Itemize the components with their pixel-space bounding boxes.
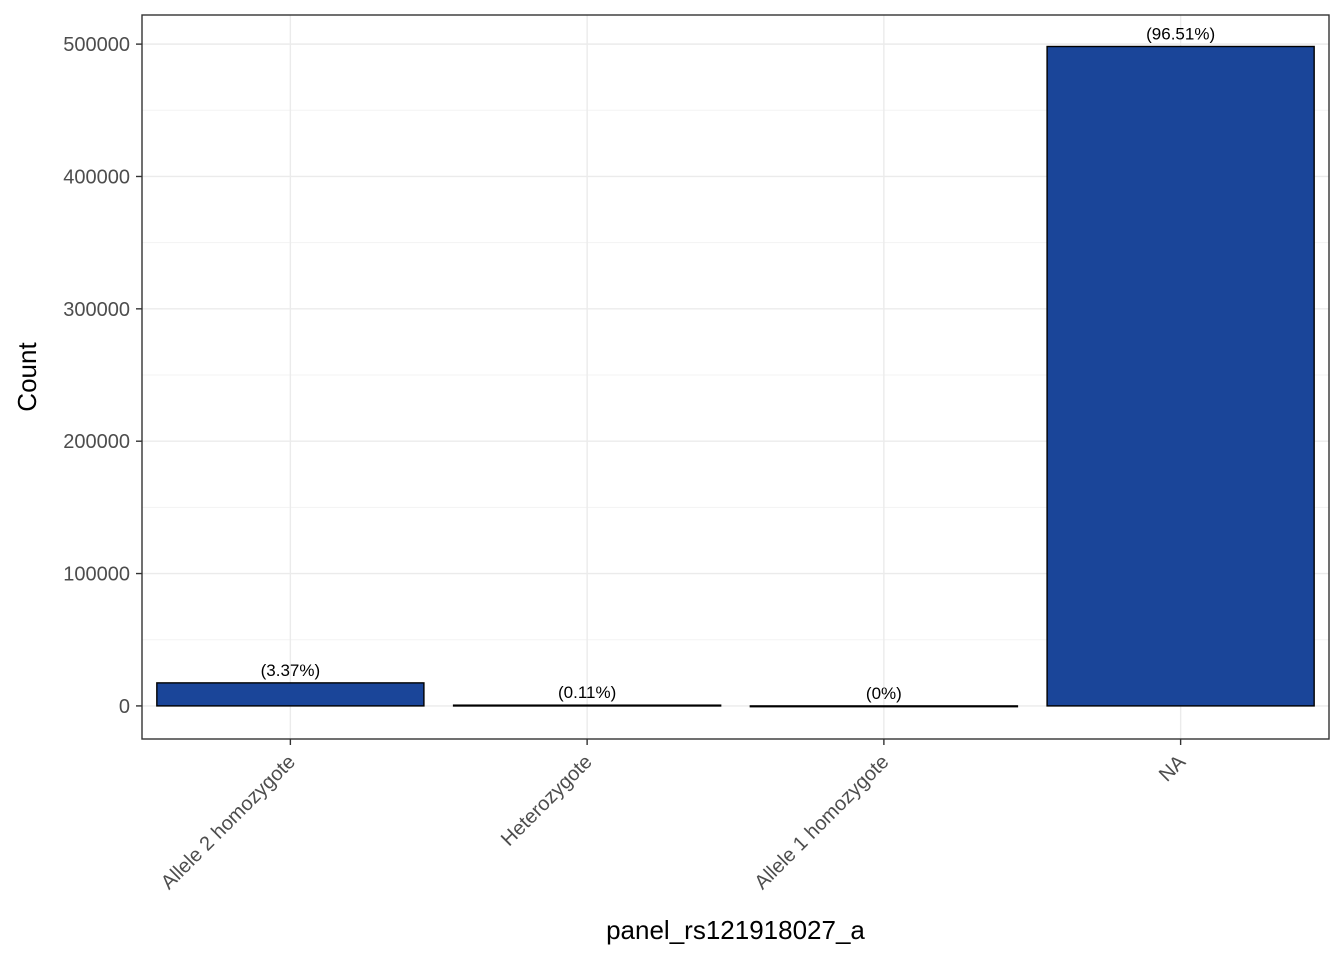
bar	[156, 682, 425, 707]
y-tick-label: 400000	[63, 166, 130, 188]
x-tick-label: NA	[1155, 751, 1191, 787]
bar	[749, 705, 1019, 708]
bar	[452, 704, 722, 707]
bars-layer	[156, 45, 1315, 708]
y-tick-label: 300000	[63, 299, 130, 321]
y-tick-label: 200000	[63, 431, 130, 453]
y-axis-title: Count	[12, 342, 42, 412]
data-labels-layer: (3.37%) (0.11%) (0%) (96.51%)	[261, 25, 1216, 703]
bar-data-label: (96.51%)	[1146, 25, 1215, 44]
y-tick-label: 0	[119, 696, 130, 718]
y-tick-label: 500000	[63, 34, 130, 56]
x-tick-label: Heterozygote	[497, 751, 597, 851]
x-tick-label: Allele 1 homozygote	[750, 751, 893, 894]
bar-data-label: (0%)	[866, 684, 902, 703]
x-axis-title: panel_rs121918027_a	[606, 915, 865, 945]
y-tick-label: 100000	[63, 564, 130, 586]
y-axis: 0 100000 200000 300000 400000 500000	[63, 34, 142, 718]
bar-data-label: (3.37%)	[261, 661, 321, 680]
bar	[1046, 45, 1315, 707]
x-tick-label: Allele 2 homozygote	[157, 751, 300, 894]
plot-panel-border	[141, 14, 1330, 740]
x-axis: Allele 2 homozygote Heterozygote Allele 1 …	[157, 739, 1191, 894]
bar-data-label: (0.11%)	[558, 683, 616, 702]
